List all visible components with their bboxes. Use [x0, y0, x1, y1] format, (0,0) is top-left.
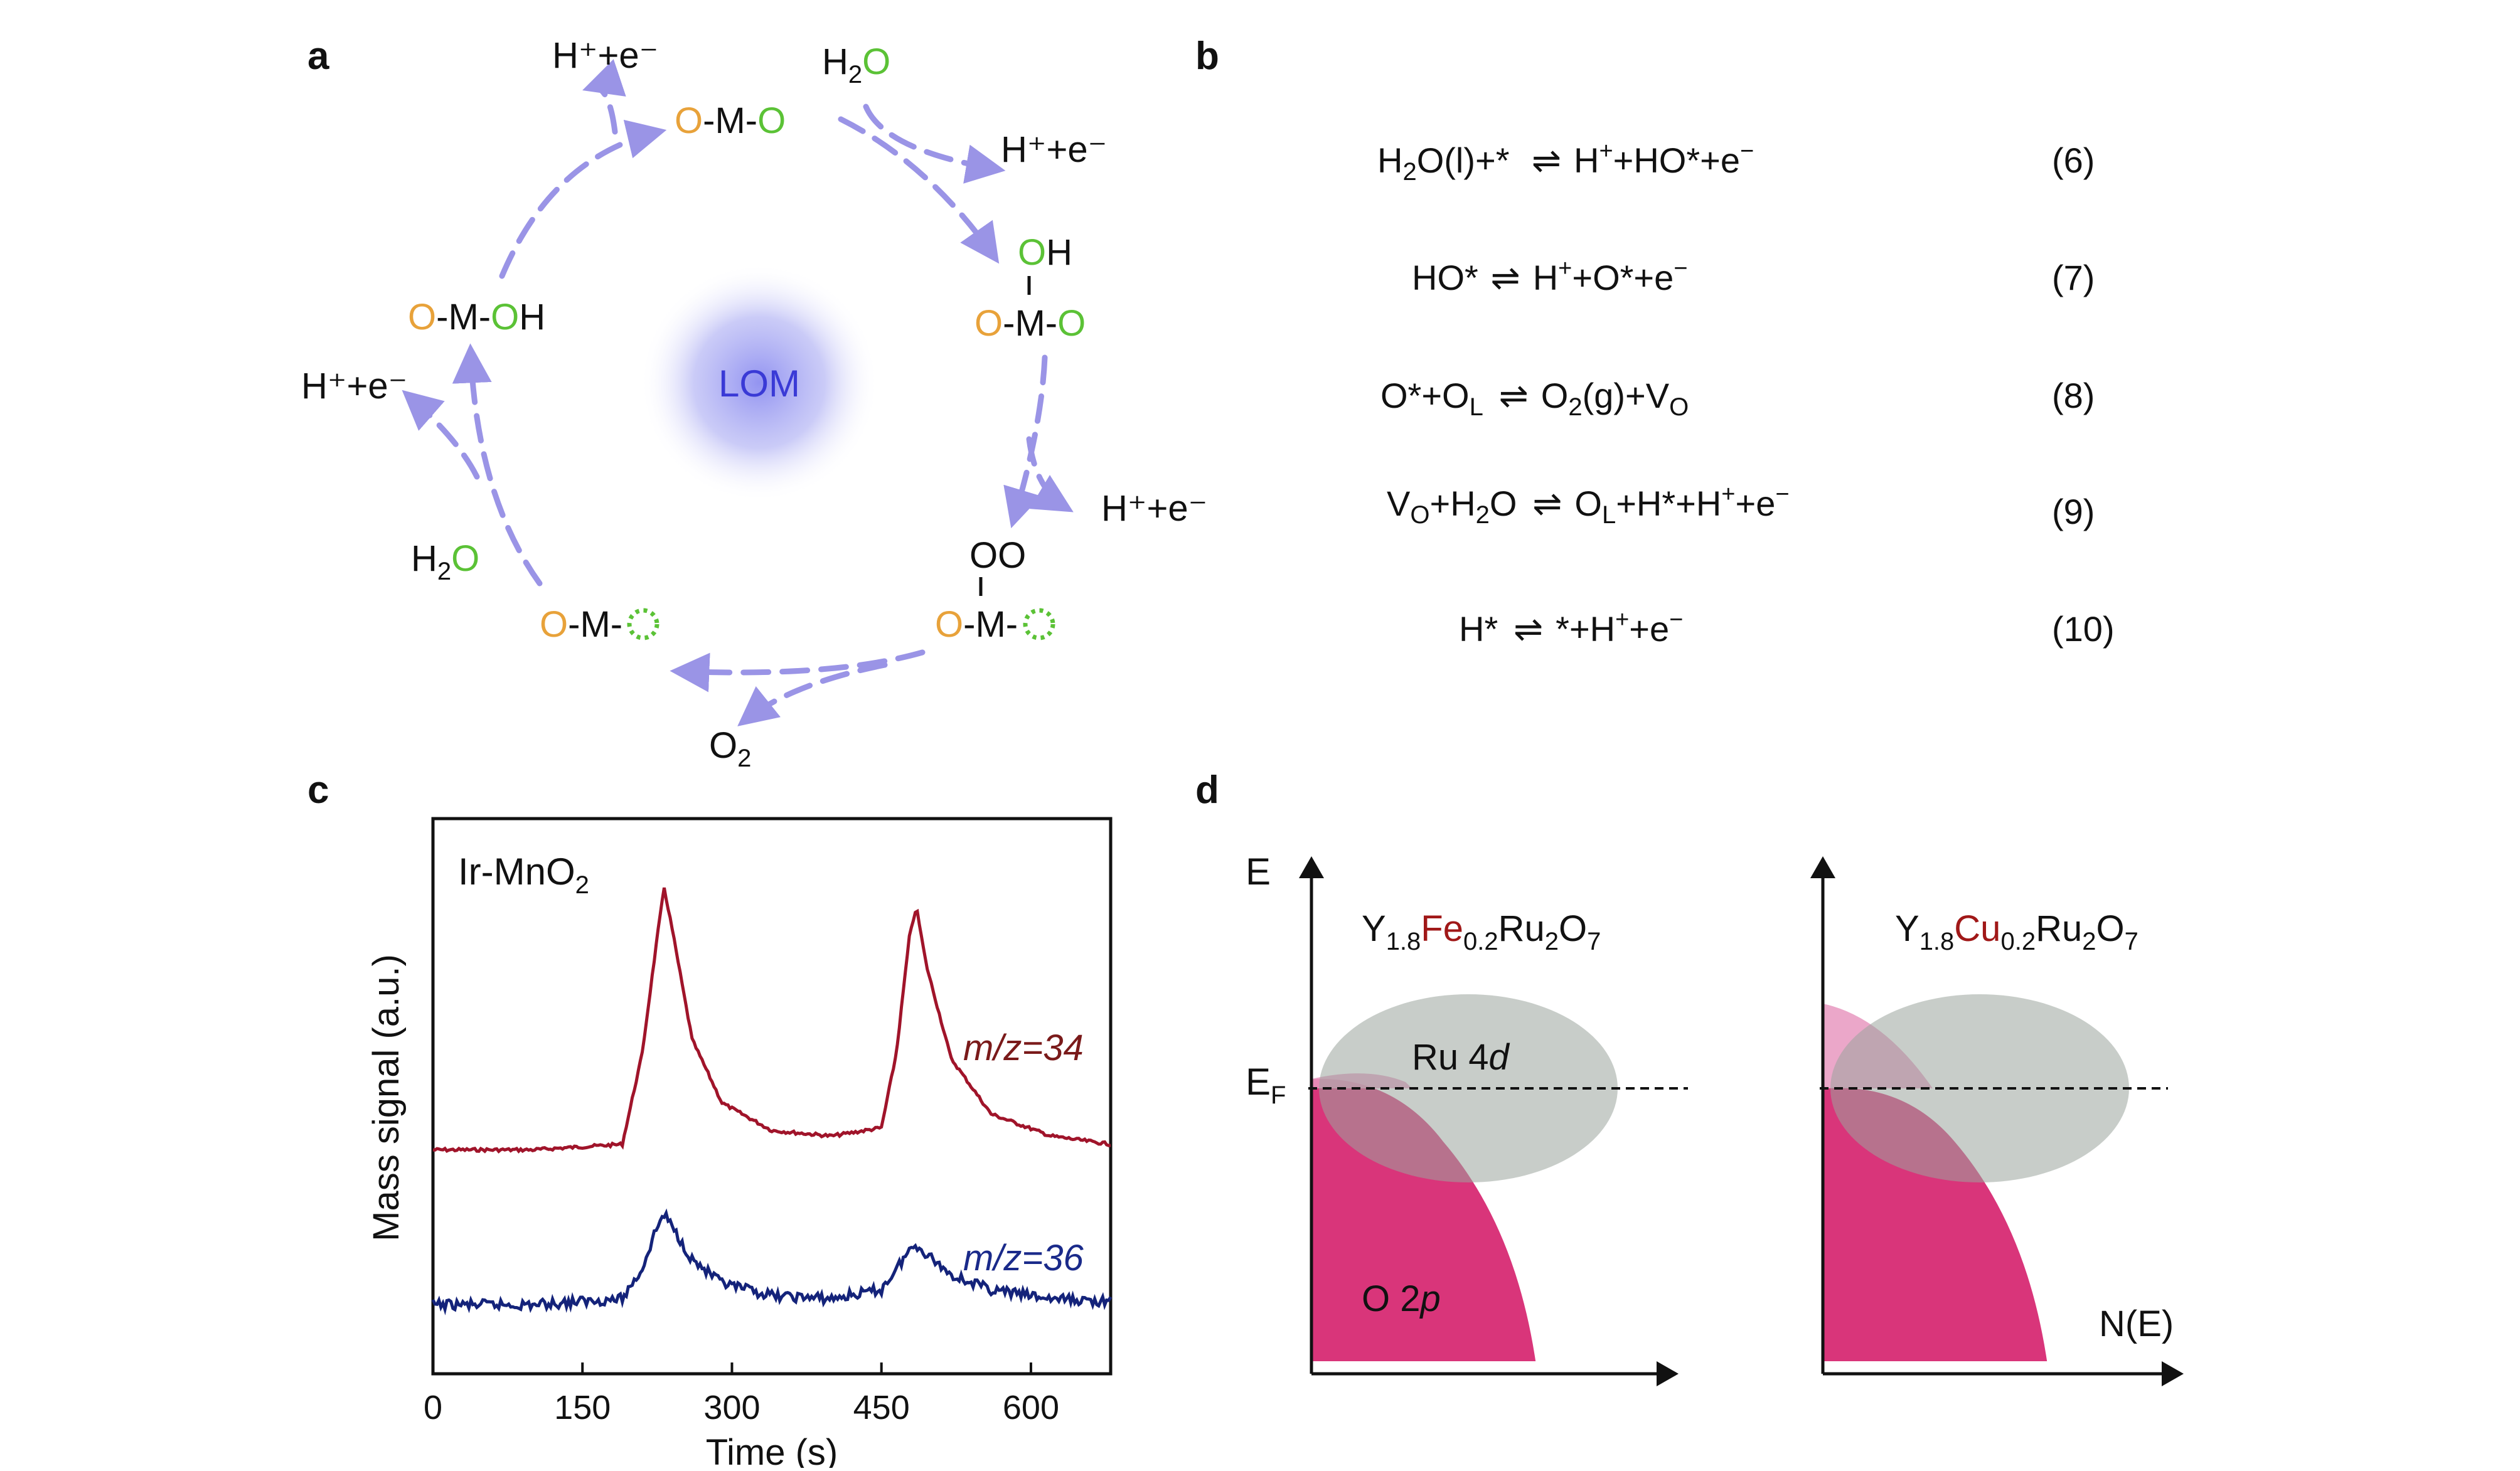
- x-tick-label: 150: [554, 1389, 611, 1426]
- panel-b: b H2O(l)+* ⇌ H++HO*+e− (6) HO* ⇌ H++O*+e− (…: [1195, 35, 2115, 649]
- proton-electron-left: H⁺+e⁻: [301, 366, 407, 406]
- energy-axis-label: E: [1246, 851, 1271, 893]
- panel-d-label: d: [1195, 768, 1219, 812]
- water-top: H2O: [822, 41, 890, 88]
- series-line-mz34: [432, 887, 1111, 1154]
- species-right-upper-omo: O-M-O: [974, 303, 1086, 344]
- fermi-label: EF: [1246, 1061, 1286, 1109]
- band-label-o2p: O 2p: [1362, 1278, 1441, 1319]
- x-tick-label: 450: [853, 1389, 910, 1426]
- x-axis-label: Time (s): [706, 1432, 838, 1468]
- arrow-right-lower-to-bottom: [670, 649, 926, 693]
- chart-traces: [431, 887, 1113, 1315]
- panel-c-label: c: [307, 768, 329, 812]
- x-tick-label: 600: [1003, 1389, 1059, 1426]
- dos-plot-left: E EF Y1.8Fe0.2Ru2O7 Ru 4d O 2p: [1246, 851, 1688, 1386]
- proton-electron-right-2: H⁺+e⁻: [1101, 488, 1207, 529]
- sample-label: Ir-MnO2: [458, 851, 589, 899]
- arrow-top-to-right-upper: [838, 116, 1000, 264]
- dos-plot-right: Y1.8Cu0.2Ru2O7 N(E): [1810, 856, 2184, 1386]
- arrow-to-proton-right-1: [863, 104, 1006, 184]
- species-right-lower-oo: OO: [969, 535, 1026, 576]
- lom-glow: [640, 263, 878, 502]
- trace-label-34: m/z=34: [963, 1028, 1084, 1068]
- equation-9-number: (9): [2052, 492, 2095, 531]
- energy-arrowhead-right: [1810, 856, 1835, 878]
- arrow-to-proton-right-2: [1026, 436, 1074, 512]
- species-right-upper-oh: OH: [1018, 232, 1072, 273]
- equation-8-number: (8): [2052, 376, 2095, 415]
- arrow-to-proton-left: [402, 390, 480, 480]
- species-left: O-M-OH: [408, 297, 545, 337]
- trace-label-36: m/z=36: [963, 1238, 1084, 1278]
- equation-6-number: (6): [2052, 141, 2095, 180]
- arrow-right-upper-to-right-lower: [1003, 354, 1048, 529]
- compound-left: Y1.8Fe0.2Ru2O7: [1362, 908, 1601, 955]
- equation-7-number: (7): [2052, 258, 2095, 297]
- panel-a: a LOM O-M-O OH O-M-O OO O-M- O-M-: [301, 35, 1207, 772]
- dos-arrowhead-left: [1657, 1361, 1679, 1386]
- cycle-arrows: [402, 59, 1074, 726]
- band-label-ru4d: Ru 4d: [1412, 1037, 1510, 1078]
- arrow-to-o2: [737, 662, 888, 726]
- vacancy-icon: [627, 608, 659, 640]
- panel-b-label: b: [1195, 35, 1219, 78]
- x-tick-group: 0 150 300 450 600: [424, 1362, 1059, 1426]
- x-tick-label: 300: [703, 1389, 760, 1426]
- arrow-left-to-top: [499, 119, 667, 279]
- dos-axis-label: N(E): [2099, 1304, 2174, 1344]
- dos-arrowhead-right: [2162, 1361, 2184, 1386]
- species-right-lower-om: O-M-: [935, 604, 1018, 645]
- energy-arrowhead-left: [1299, 856, 1324, 878]
- series-line-mz36: [431, 1208, 1113, 1315]
- equation-10-number: (10): [2052, 609, 2115, 649]
- arrow-bottom-to-left: [452, 343, 543, 587]
- water-left: H2O: [411, 538, 479, 585]
- species-bottom-left: O-M-: [540, 604, 622, 645]
- x-tick-label: 0: [424, 1389, 442, 1426]
- equation-10: H* ⇌ *+H++e−: [1459, 607, 1683, 649]
- panel-c: c 0 150 300 450 600 Ir-MnO2 m/z=34 m/z=36 Ma…: [307, 768, 1113, 1471]
- equation-6: H2O(l)+* ⇌ H++HO*+e−: [1377, 138, 1754, 186]
- equation-9: VO+H2O ⇌ OL+H*+H++e−: [1387, 481, 1790, 529]
- compound-right: Y1.8Cu0.2Ru2O7: [1895, 908, 2138, 955]
- vacancy-icon: [1023, 608, 1055, 640]
- equation-7: HO* ⇌ H++O*+e−: [1412, 255, 1687, 297]
- oxygen-product: O2: [709, 725, 751, 772]
- proton-electron-right-1: H⁺+e⁻: [1001, 129, 1107, 170]
- plot-frame: [431, 817, 1113, 1376]
- panel-d: d E EF Y1.8Fe0.2Ru2O7 Ru 4d O 2p: [1195, 768, 2184, 1386]
- equation-8: O*+OL ⇌ O2(g)+VO: [1380, 376, 1689, 421]
- arrow-to-proton-top: [582, 59, 626, 135]
- proton-electron-top: H⁺+e⁻: [552, 35, 658, 76]
- panel-a-label: a: [307, 35, 329, 78]
- lom-center-label: LOM: [718, 363, 800, 405]
- y-axis-label: Mass signal (a.u.): [366, 954, 407, 1241]
- species-top: O-M-O: [675, 100, 786, 141]
